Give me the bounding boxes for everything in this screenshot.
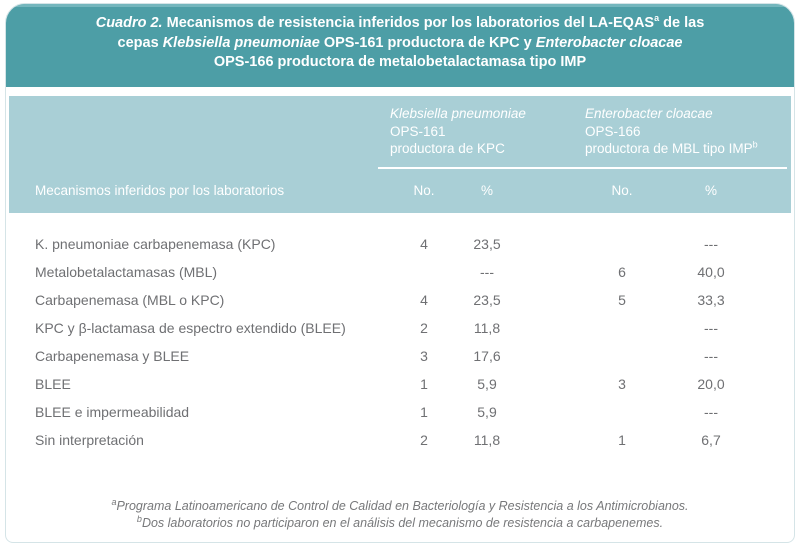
cell-kp-pct: 5,9 [477, 376, 497, 392]
row-label: BLEE e impermeabilidad [35, 404, 190, 420]
row-label: K. pneumoniae carbapenemasa (KPC) [35, 236, 276, 252]
row-label: Metalobetalactamasas (MBL) [35, 264, 218, 280]
cell-ec-no: 1 [618, 432, 626, 448]
cell-kp-pct: 5,9 [477, 404, 497, 420]
cell-kp-pct: 17,6 [473, 348, 501, 364]
title-text-1-tail: de las [659, 15, 705, 31]
table-row: BLEE 1 5,9 3 20,0 [9, 370, 794, 398]
cell-ec-pct: --- [704, 320, 718, 336]
cell-ec-pct: 20,0 [697, 376, 725, 392]
cell-ec-no: 5 [618, 292, 626, 308]
species-name-ec: Enterobacter cloacae [535, 34, 683, 51]
table-row: KPC y β-lactamasa de espectro extendido … [9, 314, 794, 342]
column-group-enterobacter: Enterobacter cloacae OPS-166 productora … [585, 105, 758, 158]
row-label: Carbapenemasa y BLEE [35, 348, 190, 364]
cell-ec-pct: 33,3 [697, 292, 725, 308]
table-header: Klebsiella pneumoniae OPS-161 productora… [9, 96, 791, 213]
table-row: BLEE e impermeabilidad 1 5,9 --- [9, 398, 794, 426]
cell-kp-pct: 23,5 [473, 236, 501, 252]
footnote-b-marker: b [136, 513, 142, 524]
column-group-klebsiella: Klebsiella pneumoniae OPS-161 productora… [390, 105, 526, 158]
footnotes: aPrograma Latinoamericano de Control de … [6, 496, 794, 532]
cell-kp-no: 1 [420, 376, 428, 392]
group-ec-code: OPS-166 [585, 123, 641, 139]
group-kp-species: Klebsiella pneumoniae [390, 106, 526, 121]
table-row: K. pneumoniae carbapenemasa (KPC) 4 23,5… [9, 230, 794, 258]
title-line-2: cepas Klebsiella pneumoniae OPS-161 prod… [6, 34, 794, 54]
group-kp-code: OPS-161 [390, 123, 446, 139]
title-line-3: OPS-166 productora de metalobetalactamas… [213, 54, 587, 70]
cell-kp-pct: 11,8 [473, 320, 501, 336]
row-label: KPC y β-lactamasa de espectro extendido … [35, 320, 346, 336]
cell-kp-no: 4 [420, 292, 428, 308]
stub-column-header: Mecanismos inferidos por los laboratorio… [35, 182, 285, 198]
header-divider-line [378, 167, 787, 169]
cell-ec-pct: --- [704, 404, 718, 420]
title-text-2-pre: cepas [117, 34, 163, 51]
row-label: BLEE [35, 376, 71, 392]
title-text-2-mid: OPS-161 productora de KPC y [319, 34, 536, 51]
group-kp-desc: productora de KPC [390, 141, 505, 156]
table-body: K. pneumoniae carbapenemasa (KPC) 4 23,5… [6, 213, 794, 454]
cell-ec-pct: 40,0 [697, 264, 725, 280]
col-header-ec-no: No. [611, 182, 633, 198]
cell-ec-no: 3 [618, 376, 626, 392]
cell-ec-no: 6 [618, 264, 626, 280]
cell-ec-pct: --- [704, 236, 718, 252]
title-table-number: Cuadro 2. [95, 15, 163, 31]
col-header-kp-no: No. [413, 182, 435, 198]
table-row: Carbapenemasa y BLEE 3 17,6 --- [9, 342, 794, 370]
cell-kp-pct: --- [480, 264, 494, 280]
cell-kp-pct: 23,5 [473, 292, 501, 308]
footnote-marker-b: b [752, 139, 758, 150]
row-label: Carbapenemasa (MBL o KPC) [35, 292, 225, 308]
subheader-row: Mecanismos inferidos por los laboratorio… [9, 174, 791, 206]
table-row: Sin interpretación 2 11,8 1 6,7 [9, 426, 794, 454]
col-header-kp-pct: % [480, 182, 493, 198]
cell-kp-no: 2 [420, 320, 428, 336]
cell-kp-no: 4 [420, 236, 428, 252]
cell-kp-no: 1 [420, 404, 428, 420]
table-row: Metalobetalactamasas (MBL) --- 6 40,0 [9, 258, 794, 286]
row-label: Sin interpretación [35, 432, 144, 448]
table-row: Carbapenemasa (MBL o KPC) 4 23,5 5 33,3 [9, 286, 794, 314]
cell-ec-pct: --- [704, 348, 718, 364]
footnote-marker-a: a [654, 13, 660, 24]
title-line-1: Cuadro 2. Mecanismos de resistencia infe… [6, 14, 794, 34]
group-ec-desc: productora de MBL tipo IMPb [585, 139, 758, 156]
cell-kp-pct: 11,8 [473, 432, 501, 448]
table-title: Cuadro 2. Mecanismos de resistencia infe… [6, 4, 794, 87]
footnote-b: bDos laboratorios no participaron en el … [136, 513, 664, 530]
footnote-a: aPrograma Latinoamericano de Control de … [111, 496, 689, 513]
col-header-ec-pct: % [704, 182, 717, 198]
group-ec-species: Enterobacter cloacae [585, 106, 713, 121]
cell-kp-no: 2 [420, 432, 428, 448]
cell-kp-no: 3 [420, 348, 428, 364]
table-card: Cuadro 2. Mecanismos de resistencia infe… [5, 3, 795, 543]
cell-ec-pct: 6,7 [701, 432, 721, 448]
title-text-1: Mecanismos de resistencia inferidos por … [162, 15, 655, 31]
species-name-kp: Klebsiella pneumoniae [162, 34, 320, 51]
footnote-a-marker: a [111, 496, 117, 507]
